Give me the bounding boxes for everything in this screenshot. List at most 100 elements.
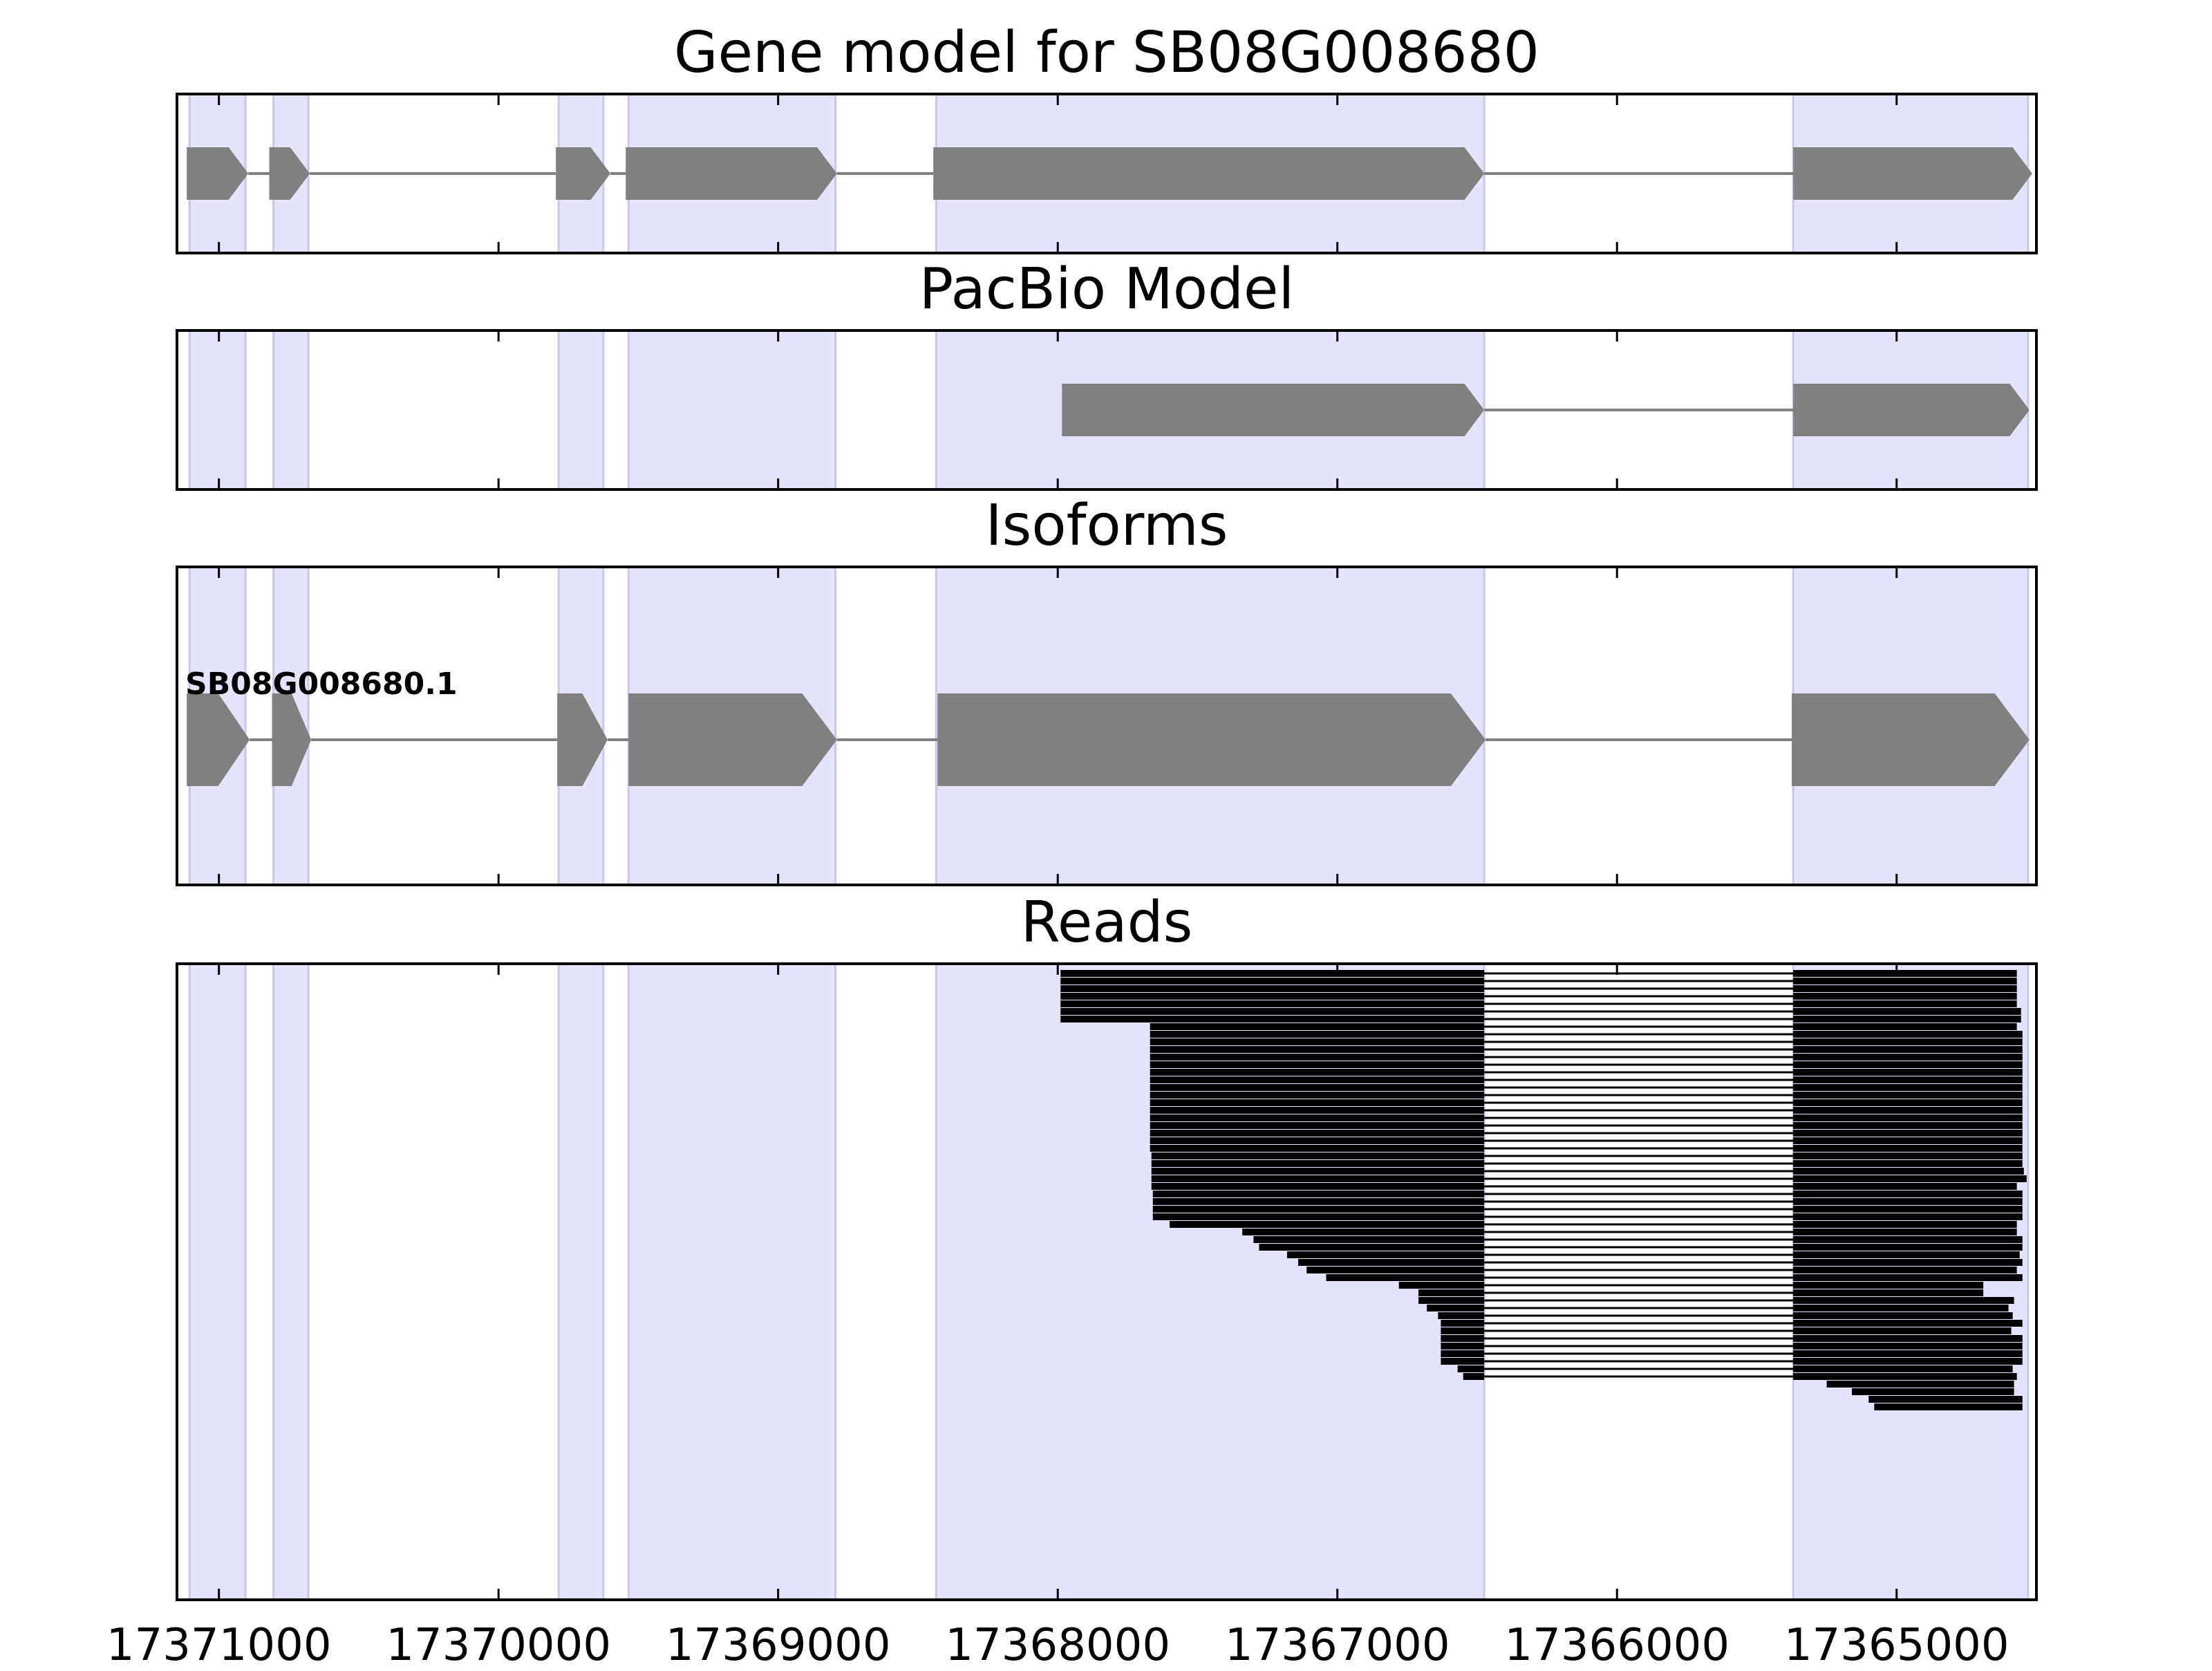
read-block bbox=[1457, 1365, 1485, 1372]
read-block bbox=[1060, 1000, 1485, 1007]
read-block bbox=[1793, 1358, 2023, 1365]
read-block bbox=[1150, 1061, 1485, 1068]
read-block bbox=[1150, 1054, 1485, 1061]
pacbio-exon-shade bbox=[557, 329, 605, 491]
read-block bbox=[1150, 1099, 1485, 1106]
pacbio-exon-shade bbox=[272, 329, 310, 491]
reads-frame bbox=[176, 962, 2038, 1601]
read-block bbox=[1150, 1038, 1485, 1045]
isoforms-panel: SB08G008680.1 bbox=[176, 566, 2038, 886]
pacbio-panel bbox=[176, 329, 2038, 491]
gene-model-exon bbox=[1793, 147, 2032, 200]
gene-model-exon bbox=[626, 147, 837, 200]
isoform-exon bbox=[272, 693, 312, 786]
read-block bbox=[1793, 1198, 2023, 1205]
read-block bbox=[1793, 1000, 2017, 1007]
read-block bbox=[1793, 1274, 2023, 1281]
read-block bbox=[1793, 1130, 2023, 1137]
read-block bbox=[1793, 1267, 2017, 1273]
read-block bbox=[1793, 1236, 2023, 1243]
read-block bbox=[1438, 1312, 1485, 1319]
read-block bbox=[1151, 1152, 1485, 1159]
read-block bbox=[1418, 1297, 1485, 1304]
read-block bbox=[1793, 1183, 2017, 1190]
read-block bbox=[1793, 1229, 2017, 1235]
read-block bbox=[1398, 1282, 1485, 1289]
read-block bbox=[1793, 1297, 2014, 1304]
gene-model-frame bbox=[176, 93, 2038, 254]
gene-model-panel bbox=[176, 93, 2038, 254]
read-block bbox=[1793, 1054, 2023, 1061]
isoform-exon bbox=[557, 693, 608, 786]
read-block bbox=[1793, 1145, 2023, 1152]
read-block bbox=[1793, 1046, 2023, 1053]
read-block bbox=[1060, 970, 1485, 977]
read-block bbox=[1793, 1251, 2020, 1258]
read-block bbox=[1793, 1365, 2013, 1372]
read-block bbox=[1150, 1031, 1485, 1038]
read-block bbox=[1793, 1327, 2012, 1334]
read-block bbox=[1306, 1267, 1485, 1273]
x-tick-label: 17365000 bbox=[1783, 1620, 2009, 1671]
isoform-exon bbox=[1792, 693, 2030, 786]
read-block bbox=[1826, 1381, 2014, 1388]
read-block bbox=[1150, 1145, 1485, 1152]
x-tick-label: 17369000 bbox=[665, 1620, 891, 1671]
read-block bbox=[1852, 1388, 2014, 1395]
reads-exon-shade bbox=[188, 962, 247, 1601]
read-block bbox=[1150, 1130, 1485, 1137]
gene-model-exon bbox=[187, 147, 249, 200]
read-block bbox=[1793, 1061, 2023, 1068]
read-block bbox=[1170, 1221, 1485, 1228]
read-block bbox=[1259, 1244, 1485, 1251]
read-block bbox=[1793, 1305, 2009, 1311]
read-block bbox=[1793, 1213, 2023, 1220]
x-tick-label: 17366000 bbox=[1504, 1620, 1730, 1671]
read-block bbox=[1060, 985, 1485, 992]
read-block bbox=[1793, 1259, 2023, 1266]
read-block bbox=[1793, 1122, 2023, 1129]
read-block bbox=[1441, 1327, 1485, 1334]
read-block bbox=[1441, 1335, 1485, 1342]
read-block bbox=[1150, 1023, 1485, 1030]
read-block bbox=[1253, 1236, 1485, 1243]
read-block bbox=[1427, 1305, 1485, 1311]
read-block bbox=[1441, 1350, 1485, 1357]
isoforms-frame bbox=[176, 566, 2038, 886]
isoform-exon bbox=[187, 693, 250, 786]
x-tick-label: 17370000 bbox=[386, 1620, 612, 1671]
read-block bbox=[1793, 1320, 2023, 1327]
read-block bbox=[1793, 1152, 2023, 1159]
read-block bbox=[1793, 970, 2017, 977]
read-block bbox=[1463, 1373, 1485, 1380]
read-block bbox=[1150, 1084, 1485, 1091]
read-block bbox=[1152, 1206, 1485, 1213]
read-block bbox=[1060, 1016, 1485, 1023]
isoform-exon bbox=[937, 693, 1486, 786]
read-block bbox=[1150, 1092, 1485, 1099]
read-block bbox=[1793, 1289, 1984, 1296]
read-block bbox=[1060, 1008, 1485, 1015]
read-block bbox=[1793, 1343, 2023, 1350]
read-block bbox=[1793, 1114, 2023, 1121]
read-block bbox=[1793, 1107, 2023, 1114]
isoform-label: SB08G008680.1 bbox=[185, 666, 458, 702]
read-block bbox=[1298, 1259, 1485, 1266]
read-block bbox=[1793, 1023, 2017, 1030]
read-block bbox=[1150, 1137, 1485, 1144]
pacbio-exon-shade bbox=[627, 329, 837, 491]
read-block bbox=[1793, 993, 2017, 1000]
read-block bbox=[1060, 993, 1485, 1000]
read-block bbox=[1793, 1244, 2023, 1251]
read-block bbox=[1793, 1092, 2023, 1099]
read-block bbox=[1793, 985, 2017, 992]
gene-model-exon bbox=[933, 147, 1485, 200]
reads-exon-shade bbox=[272, 962, 310, 1601]
read-block bbox=[1868, 1396, 2023, 1403]
isoform-exon bbox=[628, 693, 837, 786]
gene-model-exon bbox=[556, 147, 610, 200]
read-block bbox=[1441, 1358, 1485, 1365]
read-block bbox=[1793, 1084, 2023, 1091]
read-block bbox=[1793, 1373, 2017, 1380]
read-block bbox=[1793, 1137, 2023, 1144]
